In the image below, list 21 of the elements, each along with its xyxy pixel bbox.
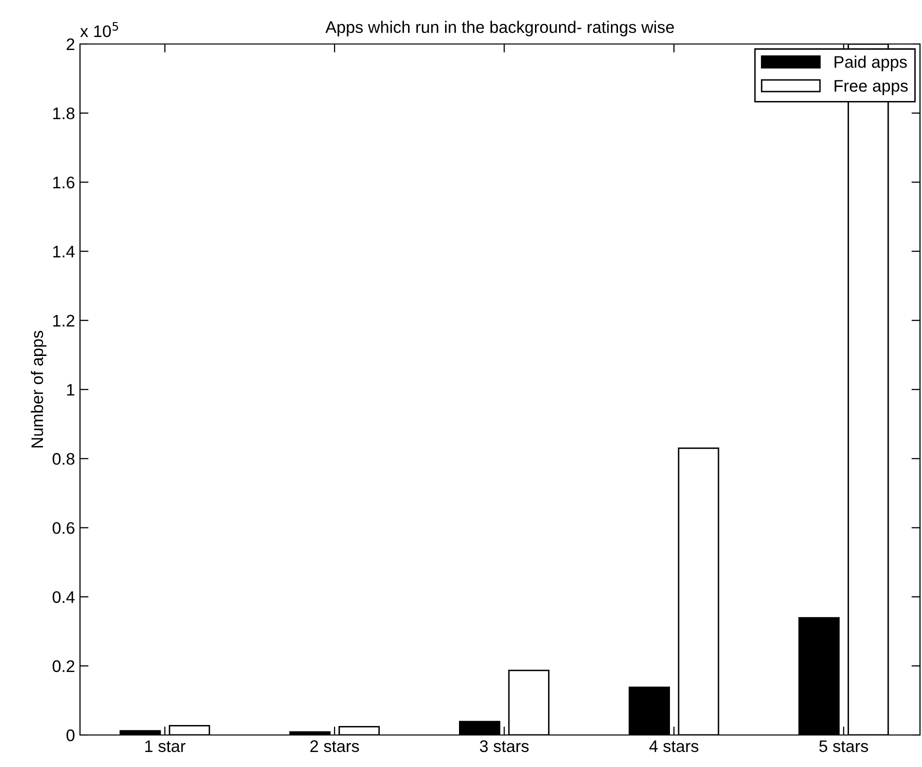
chart-title: Apps which run in the background- ratings wise bbox=[325, 20, 674, 36]
y-tick-label: 0.6 bbox=[52, 522, 74, 534]
y-axis-title: Number of apps bbox=[30, 330, 46, 448]
x-tick-label: 4 stars bbox=[649, 740, 698, 752]
legend-label: Paid apps bbox=[834, 56, 907, 72]
x-tick-label: 5 stars bbox=[819, 740, 868, 752]
text: x 10$^{5}$ bbox=[80, 22, 118, 38]
y-tick-label: 0.8 bbox=[52, 453, 74, 465]
x-tick-label: 2 stars bbox=[310, 740, 359, 752]
y-tick-label: 0 bbox=[66, 729, 74, 742]
y-tick-label: 1.8 bbox=[53, 108, 74, 120]
y-tick-label: 2 bbox=[66, 38, 74, 50]
y-tick-label: 1.6 bbox=[53, 176, 74, 188]
y-tick-label: 0.2 bbox=[52, 660, 74, 672]
y-tick-label: 0.4 bbox=[52, 591, 75, 604]
legend-label: Free apps bbox=[834, 80, 908, 96]
x-tick-label: 1 star bbox=[145, 740, 186, 752]
y-tick-label: 1.4 bbox=[53, 246, 75, 258]
x-tick-label: 3 stars bbox=[480, 740, 529, 752]
y-tick-label: 1 bbox=[67, 384, 74, 396]
y-tick-label: 1.2 bbox=[53, 314, 74, 326]
